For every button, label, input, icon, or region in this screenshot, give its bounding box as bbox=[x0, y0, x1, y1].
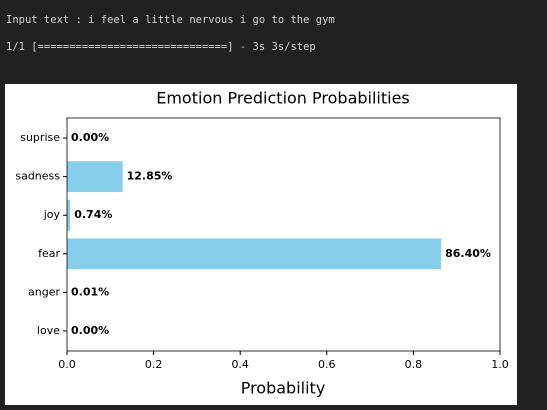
y-tick-label: suprise bbox=[20, 131, 60, 144]
x-tick-label: 0.0 bbox=[58, 358, 76, 371]
bar bbox=[67, 238, 442, 270]
y-tick-label: anger bbox=[28, 285, 60, 298]
chart-title: Emotion Prediction Probabilities bbox=[156, 89, 410, 108]
value-label: 0.00% bbox=[71, 131, 109, 144]
value-label: 86.40% bbox=[445, 247, 491, 260]
y-tick-label: joy bbox=[43, 208, 61, 221]
x-tick-label: 0.4 bbox=[231, 358, 249, 371]
x-tick-label: 0.2 bbox=[145, 358, 163, 371]
value-label: 12.85% bbox=[127, 170, 173, 183]
x-tick-label: 0.8 bbox=[405, 358, 423, 371]
bar bbox=[67, 199, 71, 231]
y-tick-label: sadness bbox=[15, 170, 60, 183]
x-tick-label: 0.6 bbox=[318, 358, 336, 371]
y-tick-label: fear bbox=[38, 247, 60, 260]
x-axis-label: Probability bbox=[241, 379, 326, 398]
value-label: 0.00% bbox=[71, 324, 109, 337]
axes-frame bbox=[66, 117, 501, 352]
bar bbox=[67, 161, 123, 193]
x-tick-label: 1.0 bbox=[491, 358, 509, 371]
value-label: 0.01% bbox=[71, 285, 109, 298]
console-line: Input text : i feel a little nervous i g… bbox=[6, 13, 335, 26]
value-label: 0.74% bbox=[74, 208, 112, 221]
console-line: 1/1 [==============================] - 3… bbox=[6, 40, 316, 53]
y-tick-label: love bbox=[37, 324, 60, 337]
